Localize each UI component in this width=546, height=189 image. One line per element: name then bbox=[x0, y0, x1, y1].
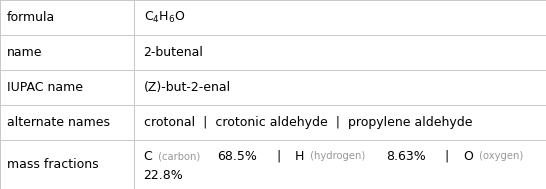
Text: crotonal  |  crotonic aldehyde  |  propylene aldehyde: crotonal | crotonic aldehyde | propylene… bbox=[144, 116, 472, 129]
Text: name: name bbox=[7, 46, 42, 59]
Text: C: C bbox=[144, 149, 152, 163]
Text: |: | bbox=[269, 149, 289, 163]
Text: $\mathregular{C_4H_6O}$: $\mathregular{C_4H_6O}$ bbox=[144, 10, 185, 25]
Text: formula: formula bbox=[7, 11, 55, 24]
Text: IUPAC name: IUPAC name bbox=[7, 81, 82, 94]
Text: (carbon): (carbon) bbox=[155, 151, 203, 161]
Text: 68.5%: 68.5% bbox=[217, 149, 257, 163]
Text: (hydrogen): (hydrogen) bbox=[307, 151, 369, 161]
Text: mass fractions: mass fractions bbox=[7, 158, 98, 171]
Text: |: | bbox=[437, 149, 458, 163]
Text: (Z)-but-2-enal: (Z)-but-2-enal bbox=[144, 81, 231, 94]
Text: O: O bbox=[464, 149, 473, 163]
Text: alternate names: alternate names bbox=[7, 116, 110, 129]
Text: H: H bbox=[295, 149, 304, 163]
Text: 22.8%: 22.8% bbox=[144, 169, 183, 182]
Text: (oxygen): (oxygen) bbox=[476, 151, 524, 161]
Text: 8.63%: 8.63% bbox=[386, 149, 426, 163]
Text: 2-butenal: 2-butenal bbox=[144, 46, 204, 59]
